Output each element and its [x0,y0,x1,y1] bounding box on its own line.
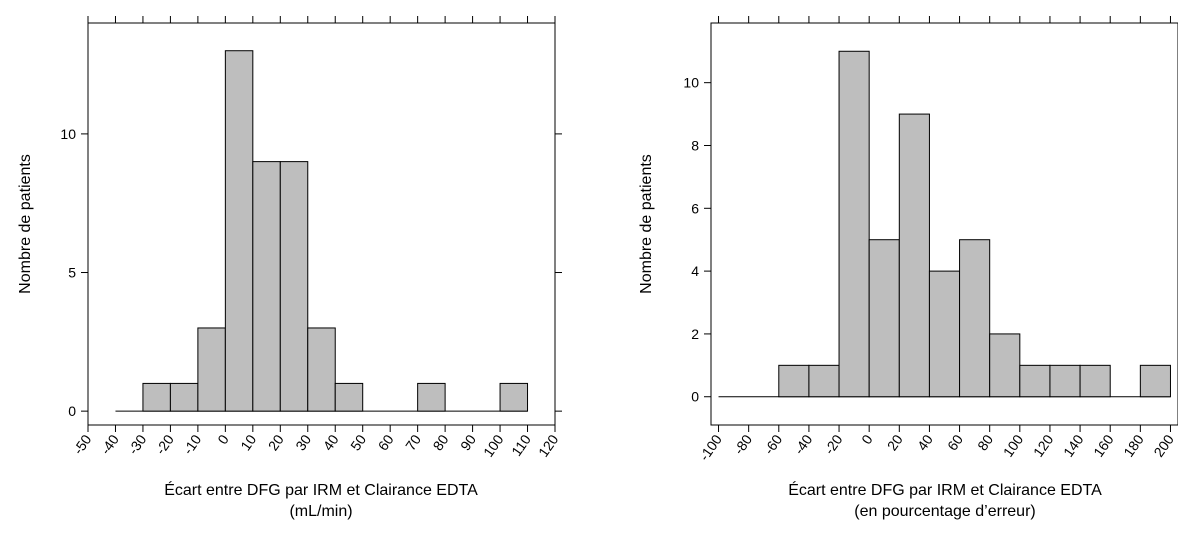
x-tick-label: -10 [180,431,205,457]
x-tick-label: 20 [884,431,906,453]
x-tick-label: 100 [480,431,507,459]
histogram-bar [928,270,961,398]
x-tick-label: 100 [1000,431,1027,459]
x-tick-label: 70 [402,431,424,453]
histogram-bar [868,239,900,398]
x-tick-label: 60 [375,431,397,453]
x-tick-label: 110 [508,431,534,459]
x-tick-label: 40 [914,431,936,453]
x-tick-label: 50 [347,431,369,453]
y-tick-label: 5 [68,265,76,281]
histogram-bar [334,382,364,412]
x-tick-label: -100 [696,431,725,463]
y-axis-label: Nombre de patients [638,154,655,294]
x-tick-label: 120 [1030,431,1057,459]
histogram-bar [898,113,930,398]
x-axis-label-line1: Écart entre DFG par IRM et Clairance EDT… [788,480,1102,499]
histogram-bar [307,327,336,412]
x-tick-label: 140 [1060,431,1087,459]
x-tick-label: -80 [730,431,755,457]
histogram-percent-error: Nombre de patients Écart entre DFG par I… [638,16,1178,520]
y-tick-label: 0 [68,403,76,419]
histogram-bar [1079,364,1111,398]
histogram-bar [142,382,171,412]
y-tick-label: 10 [60,126,76,142]
x-tick-label: 160 [1090,431,1117,459]
y-tick-label: 0 [691,389,699,405]
x-tick-label: -40 [97,431,122,457]
histogram-bar [989,333,1021,398]
x-tick-label: -50 [70,431,95,457]
x-tick-label: 90 [457,431,479,453]
histogram-bar [1049,364,1081,398]
x-tick-label: -60 [761,431,786,457]
histogram-bar [169,382,199,412]
x-tick-label: 40 [320,431,342,453]
histogram-bar [224,50,254,412]
y-tick-label: 6 [691,200,699,216]
histogram-bar [1019,364,1051,398]
x-axis-label-line1: Écart entre DFG par IRM et Clairance EDT… [164,480,478,499]
y-tick-label: 8 [691,137,699,153]
histogram-bar [1139,364,1171,398]
x-tick-label: 20 [265,431,287,453]
x-tick-label: 30 [292,431,314,453]
histogram-bar [252,161,281,412]
histogram-bar [197,327,226,412]
histogram-bar [959,239,991,398]
histogram-bar [778,364,810,398]
histogram-mlmin: Nombre de patients Écart entre DFG par I… [17,16,562,520]
y-axis-label: Nombre de patients [17,154,34,294]
plot-frame [710,22,1178,426]
y-tick-label: 4 [691,263,699,279]
x-tick-label: -30 [125,431,150,457]
x-tick-label: 200 [1150,431,1177,459]
x-axis-label-line2: (mL/min) [289,503,352,520]
x-tick-label: 180 [1120,431,1147,459]
y-tick-label: 2 [691,326,699,342]
x-tick-label: -20 [821,431,846,457]
x-tick-label: 0 [214,431,232,447]
histogram-bar [279,161,309,412]
histogram-bar [499,382,529,412]
plot-frame [87,22,556,426]
x-tick-label: -40 [791,431,816,457]
x-tick-label: 10 [237,431,259,453]
y-tick-label: 10 [683,75,699,91]
x-tick-label: 0 [858,431,876,447]
x-tick-label: 120 [535,431,562,459]
histogram-bar [417,382,446,412]
x-tick-label: 60 [944,431,966,453]
x-tick-label: 80 [974,431,996,453]
x-tick-label: 80 [430,431,452,453]
histogram-bar [838,50,870,398]
histogram-bar [808,364,840,398]
x-axis-label-line2: (en pourcentage d’erreur) [854,503,1035,520]
x-tick-label: -20 [152,431,177,457]
